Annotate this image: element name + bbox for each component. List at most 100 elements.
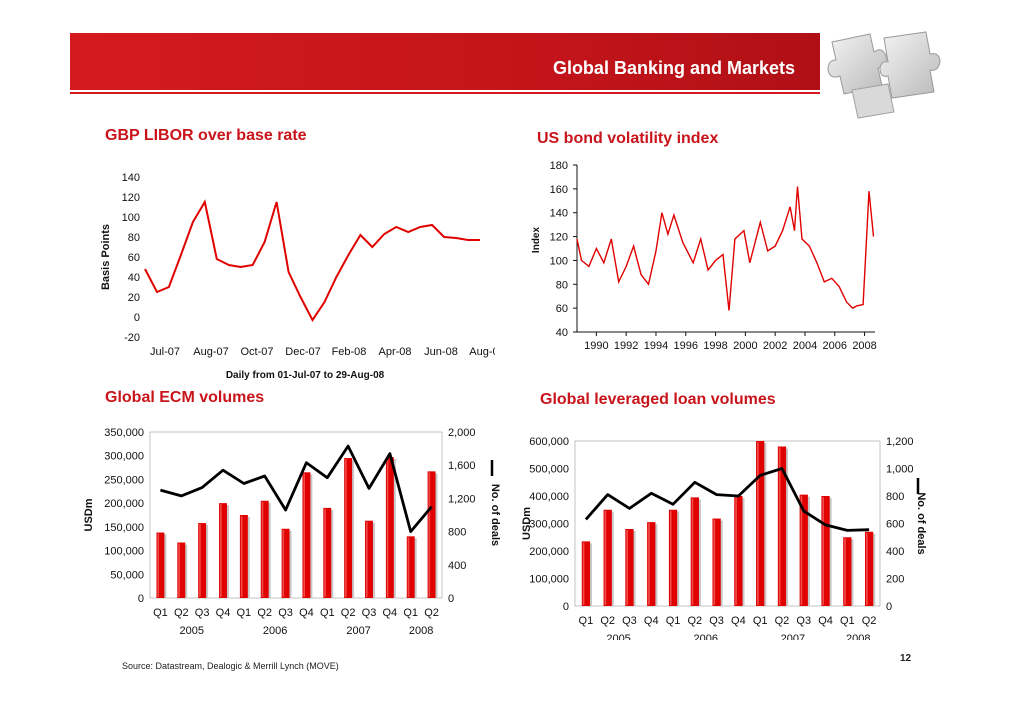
libor-x-tick: Aug-07 — [193, 346, 228, 358]
chart-loan-x-tick: Q3 — [796, 615, 811, 627]
chart-ecm-y2-tick: 0 — [448, 593, 454, 605]
libor-caption: Daily from 01-Jul-07 to 29-Aug-08 — [226, 370, 385, 381]
chart-loan-year-label: 2006 — [693, 633, 717, 640]
chart-loan-bar-highlight — [713, 519, 716, 605]
chart-loan-bar — [581, 541, 591, 606]
ecm-chart: 350,000 300,000 250,000 200,000 150,000 100,0… — [83, 427, 501, 637]
chart-ecm-x-tick: Q2 — [174, 607, 189, 619]
chart-loan-y-tick: 500,000 — [529, 464, 569, 476]
libor-y-axis-label: Basis Points — [100, 224, 112, 290]
header-rule — [70, 92, 820, 94]
loan-chart: 600,000 500,000 400,000 300,000 200,000 100,0… — [521, 436, 927, 640]
libor-x-tick: Feb-08 — [332, 346, 367, 358]
chart-loan-x-tick: Q4 — [818, 615, 833, 627]
chart-ecm-bar-highlight — [199, 524, 201, 597]
chart-ecm-x-tick: Q3 — [362, 607, 377, 619]
move-y-tick: 60 — [556, 303, 568, 315]
chart-ecm-x-tick: Q4 — [216, 607, 231, 619]
puzzle-icon — [827, 31, 941, 119]
libor-y-tick: 120 — [122, 192, 140, 204]
chart-loan-bar-highlight — [582, 542, 585, 605]
ecm-chart-title: Global ECM volumes — [105, 389, 265, 406]
move-x-tick: 1992 — [614, 340, 638, 352]
libor-chart-title: GBP LIBOR over base rate — [105, 127, 307, 144]
chart-ecm-x-tick: Q4 — [299, 607, 314, 619]
chart-ecm-x-tick: Q2 — [341, 607, 356, 619]
chart-loan-x-tick: Q1 — [840, 615, 855, 627]
chart-ecm-bar-highlight — [157, 533, 160, 597]
chart-loan-bar-highlight — [735, 497, 737, 605]
chart-loan-y-tick: 600,000 — [529, 436, 569, 448]
move-chart: 180 160 140 120 100 80 60 40 1990 1992 1994 1996 199… — [531, 160, 877, 352]
chart-ecm-y2-tick: 1,600 — [448, 460, 476, 472]
chart-loan-bar-highlight — [865, 532, 868, 605]
chart-ecm-y2-tick: 2,000 — [448, 427, 476, 439]
chart-ecm-bar — [219, 503, 227, 598]
chart-ecm-x-tick: Q1 — [153, 607, 168, 619]
chart-loan-bar — [864, 531, 874, 606]
chart-ecm-bar — [427, 471, 436, 598]
header-banner: Global Banking and Markets — [70, 33, 820, 90]
chart-loan-bar-highlight — [844, 538, 846, 605]
chart-ecm-y2-tick: 1,200 — [448, 493, 476, 505]
chart-loan-x-tick: Q3 — [622, 615, 637, 627]
chart-ecm-y-tick: 250,000 — [104, 474, 144, 486]
chart-loan-bar — [712, 518, 721, 606]
chart-loan-bar — [799, 494, 808, 606]
header-title: Global Banking and Markets — [552, 58, 795, 78]
chart-ecm-y2-tick: 800 — [448, 527, 466, 539]
chart-loan-x-tick: Q4 — [731, 615, 746, 627]
move-y-tick: 120 — [550, 232, 568, 244]
chart-ecm-bar — [344, 458, 353, 598]
chart-ecm-bar — [260, 500, 269, 598]
chart-loan-y2-tick: 0 — [886, 601, 892, 613]
chart-loan-bar-highlight — [778, 447, 781, 605]
chart-ecm-x-tick: Q4 — [383, 607, 398, 619]
chart-ecm-bar-highlight — [219, 504, 222, 597]
chart-ecm-y-tick: 200,000 — [104, 498, 144, 510]
chart-loan-y2-axis-label: No. of deals — [915, 492, 927, 554]
chart-ecm-y-tick: 100,000 — [104, 546, 144, 558]
chart-loan-bar-highlight — [757, 442, 759, 605]
chart-ecm-y-axis-label: USDm — [83, 498, 95, 531]
chart-ecm-bar-highlight — [240, 516, 243, 597]
chart-loan-x-tick: Q2 — [775, 615, 790, 627]
chart-loan-bar — [647, 522, 656, 606]
chart-ecm-y2-axis-label: No. of deals — [489, 484, 501, 546]
chart-loan-y2-tick: 400 — [886, 546, 904, 558]
chart-loan-y-axis-label: USDm — [521, 507, 533, 540]
chart-ecm-bar — [365, 520, 373, 598]
move-y-axis-label: Index — [531, 227, 542, 254]
libor-y-tick: 80 — [128, 232, 140, 244]
chart-ecm-bar — [281, 528, 290, 598]
chart-loan-bar — [625, 529, 634, 606]
chart-loan-x-tick: Q1 — [666, 615, 681, 627]
libor-y-tick: 20 — [128, 292, 140, 304]
chart-loan-x-tick: Q2 — [687, 615, 702, 627]
chart-loan-y2-tick: 600 — [886, 519, 904, 531]
chart-ecm-plot-frame — [149, 431, 443, 599]
chart-ecm-bar — [198, 523, 207, 598]
chart-loan-bar-highlight — [691, 498, 694, 605]
chart-ecm-x-tick: Q1 — [403, 607, 418, 619]
move-x-tick: 1990 — [584, 340, 608, 352]
libor-series-line — [144, 199, 480, 322]
chart-loan-bar — [843, 537, 852, 606]
chart-loan-deals-line — [584, 467, 870, 532]
chart-loan-y2-tick: 1,000 — [886, 464, 914, 476]
page-number: 12 — [900, 653, 912, 664]
chart-ecm-y2-tick: 400 — [448, 560, 466, 572]
chart-ecm-bar — [406, 536, 415, 598]
chart-loan-bar-highlight — [604, 510, 607, 605]
move-x-tick: 2006 — [823, 340, 847, 352]
chart-ecm-bar-highlight — [386, 458, 389, 597]
chart-ecm-y-tick: 150,000 — [104, 522, 144, 534]
chart-loan-bar — [821, 496, 830, 606]
chart-loan-bar-highlight — [626, 530, 628, 605]
chart-ecm-bar-highlight — [428, 472, 431, 597]
libor-chart: 140 120 100 80 60 40 20 0 -20 Jul-07 Aug-07 Oct-07 D… — [100, 172, 495, 381]
chart-ecm-bar-highlight — [282, 529, 285, 597]
chart-ecm-bar-highlight — [407, 537, 410, 597]
move-y-tick: 180 — [550, 160, 568, 172]
chart-loan-bar-highlight — [800, 495, 803, 605]
